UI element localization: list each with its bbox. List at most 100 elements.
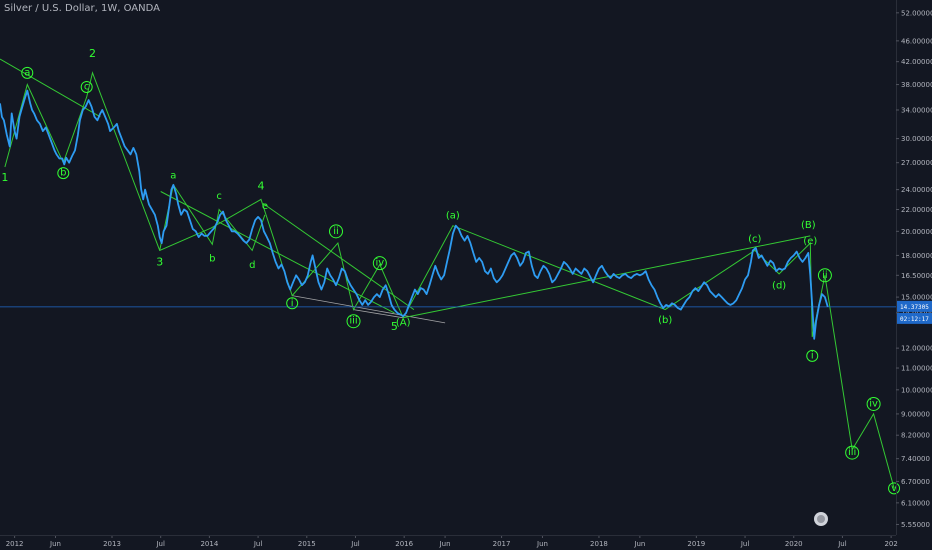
wave-label: a xyxy=(24,67,30,78)
wave-label: 5 xyxy=(391,320,398,333)
x-tick-label: 2015 xyxy=(298,540,316,548)
wave-label-circle xyxy=(346,314,361,329)
badge-icon-inner xyxy=(817,515,825,523)
wave-label-circle xyxy=(866,396,881,411)
price-series xyxy=(0,89,829,340)
wave-label: iv xyxy=(375,258,384,269)
y-tick-label: 18.00000 xyxy=(901,252,932,260)
wave-label: b xyxy=(60,168,66,179)
wave-label-circle xyxy=(80,80,93,93)
wave-line xyxy=(403,235,811,319)
countdown-badge xyxy=(897,312,932,324)
y-tick-label: 8.20000 xyxy=(901,432,930,440)
x-tick-label: Jun xyxy=(49,540,61,548)
price-series-line xyxy=(0,89,829,340)
x-tick-label: Jul xyxy=(740,540,750,548)
x-tick-label: 2013 xyxy=(103,540,121,548)
wave-label: 2 xyxy=(89,47,96,60)
wave-label: (d) xyxy=(772,281,786,292)
price-badges: 14.37305 02:12:17 xyxy=(897,300,932,324)
wave-label-circle xyxy=(888,482,901,495)
y-tick-label: 6.10000 xyxy=(901,499,930,507)
wave-label: ii xyxy=(822,270,828,281)
aux-lines xyxy=(292,295,446,324)
y-tick-label: 42.00000 xyxy=(901,58,932,66)
symbol-title: Silver / U.S. Dollar, 1W, OANDA xyxy=(4,3,160,14)
wave-line xyxy=(0,58,101,118)
wave-lines xyxy=(0,58,895,489)
wave-label-circle xyxy=(57,167,70,180)
wave-label: iii xyxy=(349,316,357,327)
wave-label: e xyxy=(262,201,268,212)
wave-label-circle xyxy=(329,224,343,239)
wave-label: i xyxy=(291,298,294,309)
current-price-value: 14.37305 xyxy=(900,304,929,311)
x-tick-label: Jul xyxy=(155,540,165,548)
wave-label: c xyxy=(216,191,222,202)
wave-label: iii xyxy=(848,447,856,458)
wave-label: ii xyxy=(333,226,339,237)
y-tick-label: 22.00000 xyxy=(901,206,932,214)
x-tick-label: 2012 xyxy=(6,540,24,548)
aux-line xyxy=(353,309,404,319)
wave-label: 4 xyxy=(258,179,265,192)
x-tick-label: 2014 xyxy=(200,540,218,548)
wave-label-circle xyxy=(817,268,832,283)
y-tick-label: 46.00000 xyxy=(901,37,932,45)
wave-label-circle xyxy=(286,297,299,310)
wave-label: 1 xyxy=(1,171,8,184)
y-tick-label: 20.00000 xyxy=(901,228,932,236)
badge-icon xyxy=(814,512,828,526)
wave-label: c xyxy=(84,81,90,92)
current-price-badge xyxy=(897,300,932,312)
x-tick-label: 2020 xyxy=(785,540,803,548)
wave-line xyxy=(262,202,415,311)
wave-label: i xyxy=(811,350,814,361)
wave-line xyxy=(160,191,395,314)
x-tick-label: Jul xyxy=(253,540,263,548)
wave-label: d xyxy=(249,260,255,271)
wave-label: b xyxy=(209,253,215,264)
y-tick-label: 15.00000 xyxy=(901,294,932,302)
x-axis: 2012 Jun 2013 Jul 2014 Jul 2015 Jul 2016 Jun 2017 J… xyxy=(0,535,898,548)
y-tick-label: 12.00000 xyxy=(901,345,932,353)
wave-label-circle xyxy=(21,66,34,79)
wave-labels: 1abc23abcd4eiiiiiiiv5(A)(a)(b)(c)(d)(B)(… xyxy=(1,47,901,495)
y-tick-label: 16.50000 xyxy=(901,272,932,280)
y-tick-label: 24.00000 xyxy=(901,186,932,194)
wave-label: (B) xyxy=(801,220,816,231)
y-tick-label: 11.00000 xyxy=(901,365,932,373)
y-tick-label: 30.00000 xyxy=(901,135,932,143)
x-tick-label: 2018 xyxy=(590,540,608,548)
wave-label: 3 xyxy=(156,255,163,268)
x-tick-label: Jul xyxy=(350,540,360,548)
wave-label: (A) xyxy=(396,318,411,329)
y-tick-label: 10.00000 xyxy=(901,386,932,394)
wave-line xyxy=(402,225,895,489)
x-tick-label: Jun xyxy=(633,540,645,548)
x-tick-label: 2016 xyxy=(395,540,413,548)
y-axis: 52.00000 46.00000 42.00000 38.00000 34.00000… xyxy=(896,9,932,529)
y-tick-label: 5.55000 xyxy=(901,521,930,529)
wave-label-circle xyxy=(845,445,860,460)
y-tick-label: 7.40000 xyxy=(901,455,930,463)
x-tick-label: 2017 xyxy=(493,540,511,548)
wave-label: a xyxy=(170,170,176,181)
wave-label: v xyxy=(891,483,897,494)
aux-line xyxy=(292,295,446,324)
y-tick-label: 6.70000 xyxy=(901,478,930,486)
wave-label: (e) xyxy=(803,236,817,247)
wave-label: (b) xyxy=(658,315,672,326)
wave-label: (c) xyxy=(748,234,761,245)
wave-label: iv xyxy=(869,398,878,409)
y-tick-label: 34.00000 xyxy=(901,106,932,114)
countdown-value: 02:12:17 xyxy=(900,316,929,323)
wave-line xyxy=(4,71,404,319)
y-tick-label: 38.00000 xyxy=(901,81,932,89)
y-tick-label: 52.00000 xyxy=(901,9,932,17)
wave-label: (a) xyxy=(446,210,460,221)
x-tick-label: 202 xyxy=(884,540,897,548)
x-tick-label: Jul xyxy=(837,540,847,548)
